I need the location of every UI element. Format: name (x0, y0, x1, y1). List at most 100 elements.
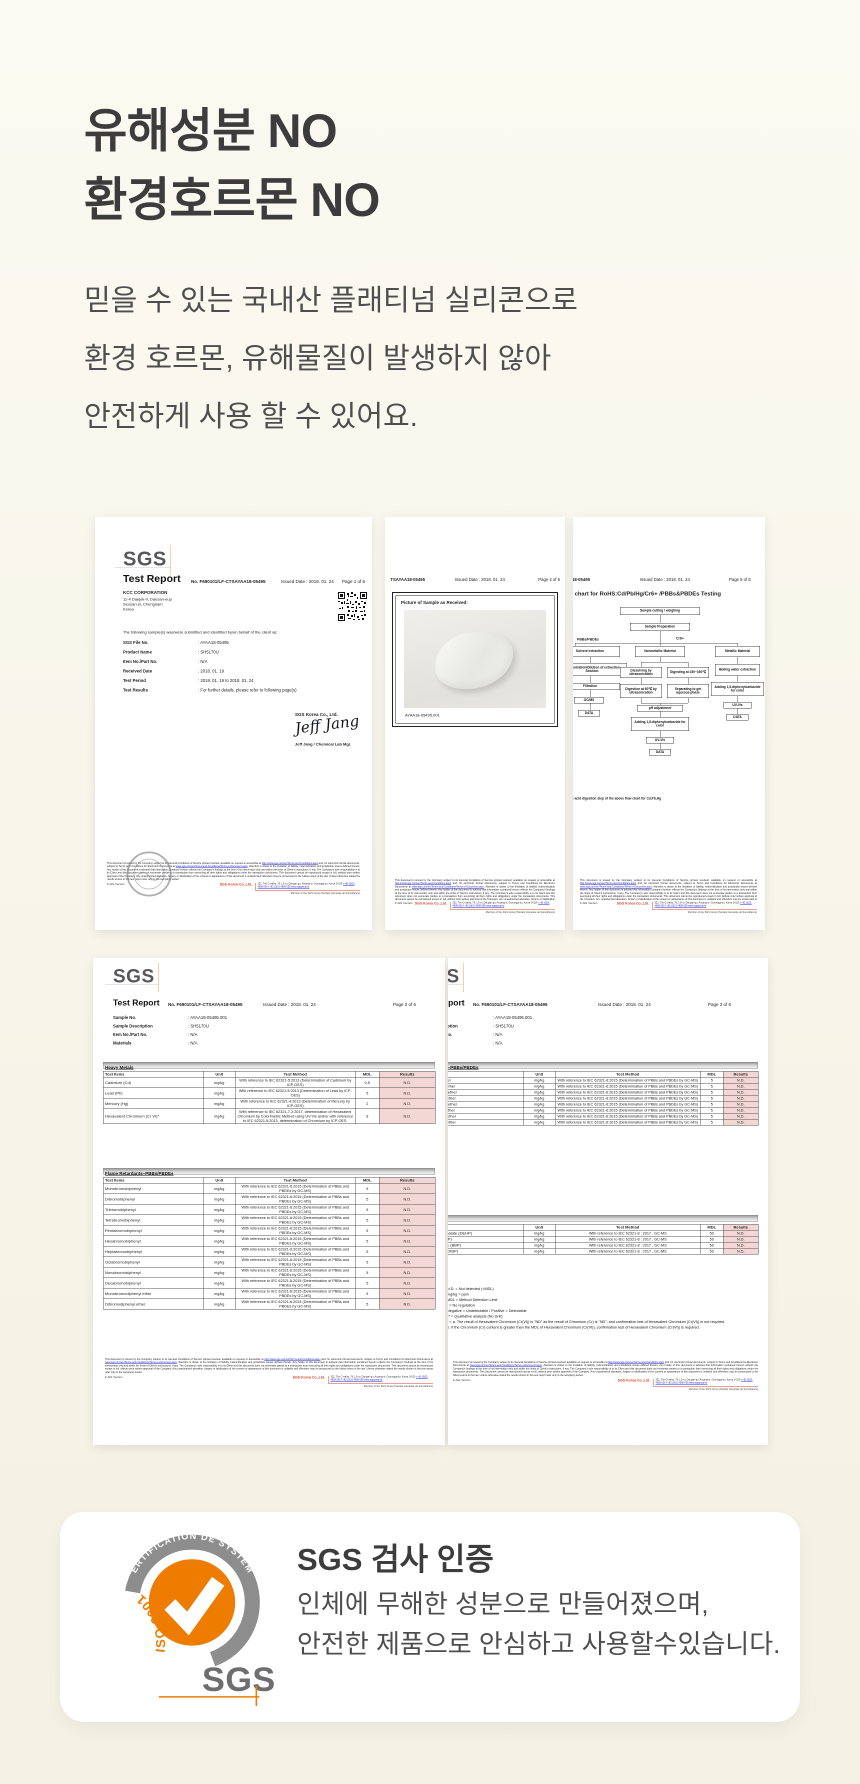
cell-mdl: 8 (355, 1108, 380, 1124)
cell-mdl: 5 (355, 1277, 380, 1289)
cell-result: N.D. (379, 1256, 436, 1268)
field-value: : N/A (188, 1032, 198, 1037)
flow-connector (590, 690, 591, 697)
flame-retardant-row: Nonabromobiphenyl mg/kg With reference t… (103, 1267, 436, 1278)
footer-company-row: F-A01 Version SGS Korea Co.,Ltd. 322, Th… (105, 1376, 433, 1384)
flow-step: Concentration/Dilution of extraction Sol… (573, 663, 627, 676)
page-number: Page 4 of 6 (538, 577, 560, 582)
section-title: Flame Retardants–PBBs/PBDEs (448, 1065, 479, 1070)
disclaimer-text: . Attention is drawn to the limitation o… (453, 1364, 758, 1377)
field-label: Materials (448, 1041, 493, 1050)
field-label: Sample Description (448, 1023, 458, 1029)
flow-step: UV-Vis (723, 702, 752, 709)
cell-test-item: Decabromobiphenyl (103, 1277, 204, 1289)
cell-test-item: Hexavalent Chromium (Cr VI)* (103, 1108, 204, 1124)
field-row: Sample No. : AYAA18-05495.001 (113, 1015, 227, 1024)
flow-connector (660, 643, 661, 646)
certification-line: 안전한 제품으로 안심하고 사용할수있습니다. (297, 1629, 781, 1659)
cell-mdl: 5 (355, 1204, 380, 1215)
flow-branch-label: PBBs/PBDEs (577, 638, 599, 642)
cell-test-item: Dibromodiphenyl ether (103, 1298, 204, 1310)
logo-guide-mark (463, 963, 464, 992)
flow-step: DATA (649, 749, 671, 756)
result-notes: N.D. = Not detected (<MDL) mg/kg = ppm MDL… (448, 1286, 727, 1330)
sgs-logo-text: SGS (448, 966, 460, 987)
sgs-logo-text: SGS (123, 548, 167, 570)
field-value: : 2018. 01. 19 to 2018. 01. 24 (198, 678, 254, 683)
phone-web-text: t +82 (0)31 4608 000 f +82 (0)31 4608 05… (330, 1376, 428, 1382)
cell-unit: mg/kg (203, 1235, 236, 1247)
cell-test-item: Dibromobiphenyl (103, 1193, 204, 1205)
cell-test-item: Hexabromobiphenyl (103, 1235, 204, 1247)
flow-branch-label: Cr6+ (676, 637, 684, 641)
form-version: F-A01 Version (107, 883, 125, 887)
client-address: 11-4 Daejuk-ri, Daesan-eup Seosan-si, Ch… (123, 597, 172, 612)
cell-mdl: 50 (700, 1248, 724, 1255)
test-report-page1: SGS Test Report No. F690101/LF-CTSAYAA18… (95, 517, 372, 930)
disclaimer-text: and, for electronic format documents, su… (395, 882, 555, 889)
phone-web-text: t +82 (0)31 4608 000 f +82 (0)31 4608 05… (654, 902, 752, 908)
cell-mdl: 5 (355, 1214, 380, 1226)
flow-step: DATA (726, 714, 749, 721)
disclaimer-text: This document is issued by the Company s… (453, 1361, 609, 1364)
flow-connector (660, 631, 661, 643)
flow-step: Separating to get aqueous phase (667, 684, 709, 698)
flow-step: Adding 1,5-diphenylcarbazide for color (711, 682, 764, 696)
flame-retardant-row: Monobromodiphenyl ether mg/kg With refer… (103, 1288, 436, 1299)
cell-result: N.D. (379, 1108, 436, 1124)
report-number-value: F690101/LF-CTSAYAA18-05495 (390, 577, 425, 582)
cell-result: N.D. (379, 1087, 436, 1099)
cell-unit: mg/kg (203, 1108, 236, 1124)
report-title: Test Report (448, 998, 465, 1008)
heavy-metal-row: Mercury (Hg) mg/kg With reference to IEC… (103, 1098, 436, 1109)
flow-step: Sample Preparation (630, 623, 690, 631)
flame-retardant-row: Octabromobiphenyl mg/kg With reference t… (103, 1256, 436, 1268)
cell-method: With reference to IEC 62321-6:2015 (Dete… (555, 1095, 701, 1102)
field-value: : For further details, please refer to f… (198, 687, 297, 693)
report-number: No. F690101/LF-CTSAYAA18-05495 (191, 579, 265, 584)
cell-result: N.D. (379, 1098, 436, 1109)
flow-connector (737, 696, 738, 702)
disclaimer-text: This document is issued by the Company s… (395, 879, 555, 882)
field-value: : N/A (198, 659, 208, 664)
issued-date: Issued Date : 2018. 01. 24 (263, 1002, 316, 1007)
cell-mdl: 5 (355, 1193, 380, 1205)
sgs-korea-label: SGS Korea Co.,Ltd. (219, 883, 252, 887)
cell-test-item: Heptabromobiphenyl (103, 1246, 204, 1257)
cell-method: With reference to IEC 62321-7-2:2017, de… (235, 1108, 356, 1124)
flame-retardant-row: Decabromobiphenyl mg/kg With reference t… (103, 1277, 436, 1289)
report-footer: This document is issued by the Company s… (580, 879, 757, 914)
section-title: Flame Retardants–PBBs/PBDEs (105, 1171, 174, 1176)
flame-retardant-row: Dibromodiphenyl ether mg/kg With referen… (103, 1298, 436, 1310)
silicone-sample-image (429, 624, 519, 696)
report-number-cropped: F690101/LF-CTSAYAA18-05495 (573, 577, 590, 583)
disclaimer-text: . Attention is drawn to the limitation o… (395, 885, 555, 900)
field-row: Item No./Part No. : N/A (448, 1032, 532, 1041)
cell-unit: mg/kg (203, 1246, 236, 1257)
field-row: Item No./Part No. : N/A (123, 659, 297, 669)
field-value: : AYAA18-05495.001 (493, 1015, 533, 1020)
sgs-korea-label: SGS Korea Co.,Ltd. (616, 902, 649, 906)
cell-test-item: Octabromobiphenyl (103, 1256, 204, 1268)
legal-disclaimer: This document is issued by the Company s… (105, 1358, 433, 1374)
sgs-logo: SGS (115, 545, 171, 575)
field-label: Sample No. (448, 1015, 493, 1024)
report-title: Test Report (113, 998, 160, 1008)
sample-photo (404, 610, 546, 708)
cell-method: With reference to IEC 62321-6:2015 (Dete… (555, 1083, 701, 1090)
disclaimer-text: . Attention is drawn to the limitation o… (105, 1361, 433, 1374)
report-number-value: F690101/LF-CTSAYAA18-05495 (176, 1002, 243, 1007)
flow-step: pH adjustment (637, 705, 683, 712)
footer-address: 322, The O valley, 76, LS-ro, Dongan-gu,… (653, 1379, 758, 1387)
field-row: Materials : N/A (113, 1041, 227, 1050)
cell-mdl: 5 (355, 1225, 380, 1236)
flow-connector (575, 643, 738, 644)
cell-unit: mg/kg (203, 1098, 236, 1109)
terms-link: http://www.sgs.com/en/Terms-and-Conditio… (395, 882, 452, 886)
flow-connector (688, 678, 689, 684)
flow-step: Digesting at 150~160℃ (667, 667, 709, 678)
test-report-page5: F690101/LF-CTSAYAA18-05495 Issued Date :… (573, 517, 765, 930)
note-line: ** = Qualitative analysis (No Unit) (448, 1314, 503, 1319)
logo-guide-line (448, 984, 464, 985)
cell-result: N.D. (379, 1225, 436, 1236)
